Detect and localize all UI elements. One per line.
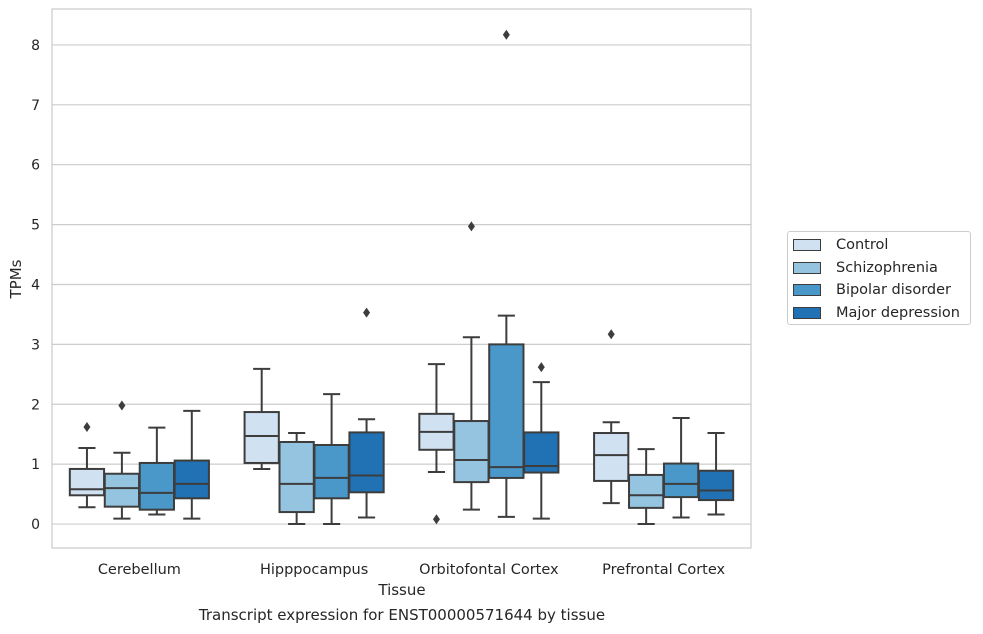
y-tick-label: 2 xyxy=(31,397,40,413)
box-schizophrenia xyxy=(453,221,490,511)
iqr-box xyxy=(103,472,141,508)
y-tick-label: 8 xyxy=(31,38,40,54)
box-major-depression xyxy=(348,307,385,519)
box-schizophrenia xyxy=(278,432,315,526)
iqr-box xyxy=(697,469,735,502)
x-axis-label: Tissue xyxy=(377,581,425,599)
box-control xyxy=(418,363,455,525)
outlier-point xyxy=(607,329,615,340)
iqr-box xyxy=(68,467,106,497)
iqr-box xyxy=(593,432,630,482)
y-axis-ticks: 0 1 2 3 4 5 6 7 8 xyxy=(31,38,40,533)
outlier-point xyxy=(467,221,475,232)
legend-label: Bipolar disorder xyxy=(836,282,951,298)
y-tick-label: 6 xyxy=(31,158,40,174)
legend-swatch xyxy=(793,239,821,251)
box-series xyxy=(68,29,735,526)
legend-label: Schizophrenia xyxy=(836,259,938,276)
box-major-depression xyxy=(697,432,735,516)
iqr-box xyxy=(138,461,175,511)
iqr-box xyxy=(278,440,315,514)
outlier-point xyxy=(118,400,126,411)
box-major-depression xyxy=(523,362,560,520)
legend-item: Control xyxy=(793,235,888,255)
iqr-box xyxy=(173,459,210,500)
iqr-box xyxy=(453,420,490,484)
y-tick-label: 5 xyxy=(31,218,40,234)
y-tick-label: 4 xyxy=(31,277,40,293)
y-tick-label: 1 xyxy=(31,457,40,473)
x-axis-ticks: Cerebellum Hipppocampus Orbitofontal Corte… xyxy=(98,562,726,578)
y-axis-label: TPMs xyxy=(7,259,25,299)
y-tick-label: 0 xyxy=(31,517,40,533)
legend-swatch xyxy=(793,261,821,274)
box-bipolar-disorder xyxy=(313,393,350,526)
iqr-box xyxy=(488,343,525,479)
legend-item: Bipolar disorder xyxy=(793,280,951,300)
y-tick-label: 3 xyxy=(31,337,40,353)
iqr-box xyxy=(348,431,385,494)
legend-label: Control xyxy=(836,237,889,253)
iqr-box xyxy=(313,443,350,500)
legend: Control Schizophrenia Bipolar disorder Majo… xyxy=(787,231,971,325)
legend-swatch xyxy=(793,306,821,319)
box-bipolar-disorder xyxy=(662,417,700,519)
box-schizophrenia xyxy=(103,400,141,520)
outlier-point xyxy=(83,422,91,433)
chart-caption: Transcript expression for ENST0000057164… xyxy=(198,606,606,624)
x-tick-label: Hipppocampus xyxy=(260,562,368,578)
y-tick-label: 7 xyxy=(31,98,40,114)
box-control xyxy=(68,422,106,509)
outlier-point xyxy=(432,514,440,525)
box-schizophrenia xyxy=(628,448,665,526)
x-tick-label: Cerebellum xyxy=(98,562,181,578)
iqr-box xyxy=(628,473,665,509)
outlier-point xyxy=(502,29,510,40)
legend-item: Major depression xyxy=(793,303,960,323)
x-tick-label: Orbitofontal Cortex xyxy=(419,562,559,578)
iqr-box xyxy=(243,411,280,464)
outlier-point xyxy=(537,362,545,373)
plot-area-frame xyxy=(51,8,752,549)
legend-label: Major depression xyxy=(836,304,960,321)
box-major-depression xyxy=(173,409,210,520)
x-tick-label: Prefrontal Cortex xyxy=(602,562,725,578)
iqr-box xyxy=(662,462,700,499)
legend-swatch xyxy=(793,284,821,296)
box-control xyxy=(243,367,280,470)
legend-item: Schizophrenia xyxy=(793,258,938,278)
outlier-point xyxy=(363,307,371,318)
box-bipolar-disorder xyxy=(138,426,175,516)
box-control xyxy=(593,329,630,505)
box-bipolar-disorder xyxy=(488,29,525,518)
